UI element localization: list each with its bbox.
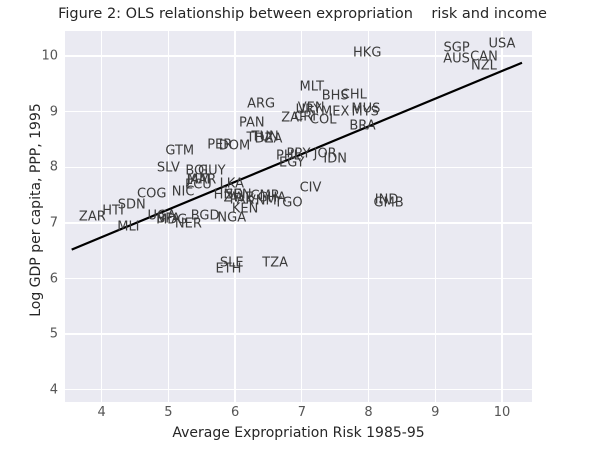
scatter-point-civ: CIV <box>299 180 322 196</box>
scatter-point-tun: TUN <box>251 129 279 145</box>
scatter-point-arg: ARG <box>247 96 276 112</box>
scatter-point-cri: CRI <box>294 109 317 125</box>
x-tick-label: 7 <box>297 405 306 420</box>
scatter-point-sen: SEN <box>225 187 252 203</box>
gridline-horizontal <box>65 333 532 335</box>
gridline-horizontal <box>65 222 532 224</box>
scatter-point-sle: SLE <box>219 255 244 271</box>
scatter-point-mex: MEX <box>321 104 350 120</box>
gridline-horizontal <box>65 111 532 113</box>
scatter-point-nga: NGA <box>217 210 247 226</box>
scatter-point-jam: JAM <box>186 172 211 187</box>
scatter-point-bol: BOL <box>185 163 212 179</box>
scatter-point-mar: MAR <box>187 172 217 187</box>
scatter-point-sdn: SDN <box>117 197 146 213</box>
scatter-point-hti: HTI <box>102 203 124 219</box>
scatter-point-zar: ZAR <box>78 209 106 225</box>
y-tick-label: 7 <box>49 215 58 231</box>
y-tick-label: 4 <box>49 382 58 398</box>
ols-fit-line <box>71 61 523 251</box>
scatter-point-idn: IDN <box>323 151 347 167</box>
scatter-point-dom: DOM <box>218 138 251 154</box>
scatter-point-mli: MLI <box>117 219 140 235</box>
gridline-vertical <box>234 31 236 402</box>
scatter-point-gtm: GTM <box>165 143 195 159</box>
scatter-point-bfa: BFA <box>156 211 181 227</box>
scatter-point-pan: PAN <box>238 115 265 131</box>
scatter-point-ven: VEN <box>297 100 325 116</box>
scatter-point-chl: CHL <box>340 87 367 103</box>
scatter-point-ury: URY <box>295 102 322 118</box>
scatter-point-gha: GHA <box>257 190 287 206</box>
scatter-point-tza: TZA <box>262 255 289 271</box>
scatter-point-ner: NER <box>174 216 202 232</box>
x-tick-label: 6 <box>230 405 240 420</box>
y-tick-label: 10 <box>41 48 58 64</box>
gridline-horizontal <box>65 166 532 168</box>
y-axis-label: Log GDP per capita, PPP, 1995 <box>28 103 44 317</box>
scatter-point-mys: MYS <box>351 104 379 120</box>
scatter-point-slv: SLV <box>156 160 180 176</box>
scatter-point-nic: NIC <box>171 184 195 200</box>
scatter-point-egy: EGY <box>279 155 305 171</box>
scatter-point-col: COL <box>309 112 337 128</box>
y-tick-label: 9 <box>49 104 58 120</box>
gridline-vertical <box>167 31 170 402</box>
figure-title: Figure 2: OLS relationship between expro… <box>58 6 547 22</box>
scatter-point-hnd: HND <box>213 187 244 203</box>
x-axis-label: Average Expropriation Risk 1985-95 <box>172 425 425 441</box>
scatter-point-tha: THA <box>246 130 274 146</box>
scatter-point-mus: MUS <box>351 101 381 117</box>
scatter-point-mlt: MLT <box>299 79 325 95</box>
plot-area: HKG SGP USA AUS CAN NZL MLT BHS CHL ARG VEN URY MEX M… <box>65 31 532 402</box>
scatter-point-vnm: VNM <box>246 193 277 209</box>
scatter-point-pry: PRY <box>286 146 311 162</box>
gridline-vertical <box>301 31 303 402</box>
scatter-point-dza: DZA <box>254 131 283 147</box>
x-tick-label: 9 <box>431 405 440 420</box>
scatter-point-jor: JOR <box>313 146 337 162</box>
gridline-vertical <box>367 31 370 402</box>
gridline-vertical <box>501 31 503 402</box>
scatter-point-pak: PAK <box>229 192 254 208</box>
x-tick-label: 5 <box>164 405 173 420</box>
gridline-horizontal <box>65 55 532 57</box>
scatter-point-nzl: NZL <box>471 58 497 74</box>
scatter-point-cmr: CMR <box>250 188 280 204</box>
scatter-point-bgd: BGD <box>190 208 220 224</box>
scatter-point-guy: GUY <box>198 163 226 179</box>
x-tick-label: 8 <box>364 405 373 420</box>
scatter-point-bra: BRA <box>349 118 376 134</box>
scatter-point-cog: COG <box>137 186 167 202</box>
scatter-point-tgo: TGO <box>274 195 303 211</box>
gridline-horizontal <box>65 277 532 280</box>
y-tick-label: 5 <box>49 326 58 342</box>
gridline-vertical <box>101 31 103 402</box>
scatter-point-ecu: ECU <box>185 177 212 193</box>
scatter-point-phl: PHL <box>276 148 301 164</box>
x-tick-label: 4 <box>97 405 106 420</box>
scatter-point-eth: ETH <box>215 261 242 276</box>
scatter-point-bhs: BHS <box>321 88 349 104</box>
scatter-point-ken: KEN <box>231 201 259 217</box>
scatter-point-aus: AUS <box>443 51 470 67</box>
y-tick-label: 6 <box>49 271 58 287</box>
scatter-point-zwe: ZWE <box>223 190 254 206</box>
scatter-point-per: PER <box>207 137 233 153</box>
scatter-point-can: CAN <box>470 49 498 65</box>
scatter-point-mdg: MDG <box>156 212 188 228</box>
gridline-vertical <box>434 31 436 402</box>
scatter-point-sgp: SGP <box>443 40 470 56</box>
scatter-point-zaf: ZAF <box>281 110 307 126</box>
scatter-point-usa: USA <box>488 36 516 52</box>
gridline-horizontal <box>65 389 532 391</box>
scatter-point-uga: UGA <box>147 208 176 224</box>
y-tick-label: 8 <box>49 159 58 175</box>
scatter-point-gmb: GMB <box>373 195 404 211</box>
scatter-point-hkg: HKG <box>353 45 382 61</box>
scatter-point-lka: LKA <box>219 176 244 192</box>
scatter-point-ind: IND <box>374 192 399 208</box>
x-tick-label: 10 <box>493 405 511 420</box>
